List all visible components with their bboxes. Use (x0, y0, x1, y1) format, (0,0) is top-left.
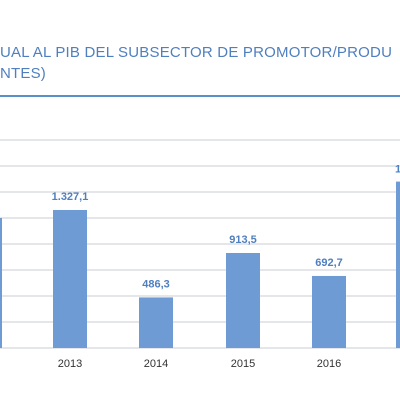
bar-2016 (312, 275, 346, 348)
bar-2014 (139, 297, 173, 348)
bar-value-label: 913,5 (229, 234, 257, 246)
x-tick-label: 2013 (58, 358, 82, 370)
x-tick-label: 2014 (144, 358, 168, 370)
bar-2013 (53, 209, 87, 348)
chart-title-line-2: NTES) (0, 65, 46, 82)
x-tick-label: 2016 (317, 358, 341, 370)
bar-2015 (226, 252, 260, 348)
chart-title-block: UAL AL PIB DEL SUBSECTOR DE PROMOTOR/PRO… (0, 0, 400, 110)
title-underline (0, 95, 400, 97)
bar-value-label: 692,7 (315, 257, 343, 269)
bar-partial-left (0, 218, 2, 348)
chart-title-line-1: UAL AL PIB DEL SUBSECTOR DE PROMOTOR/PRO… (0, 44, 393, 61)
bar-partial-right (396, 181, 400, 348)
bar-value-label: 1.327,1 (52, 191, 89, 203)
bar-value-label: 486,3 (142, 278, 170, 290)
bar-value-label: 1 (395, 164, 400, 176)
x-tick-label: 2015 (231, 358, 255, 370)
